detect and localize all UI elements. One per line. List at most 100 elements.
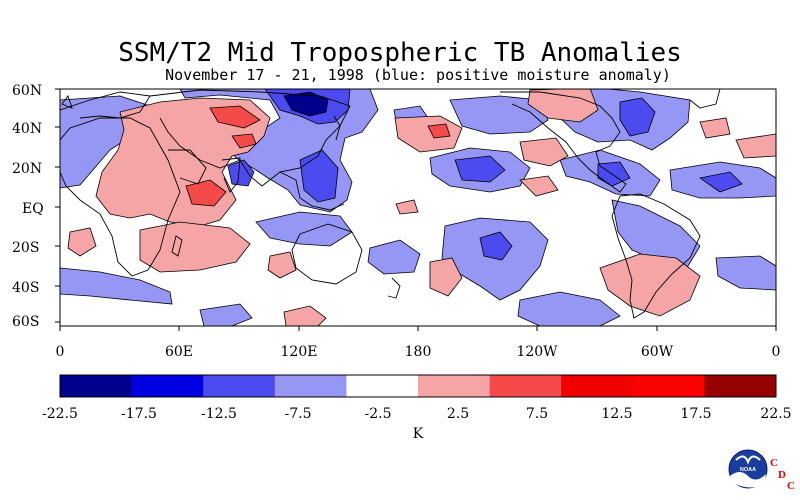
anomaly-fields: [60, 89, 776, 326]
colorbar-tick-label: -12.5: [201, 406, 237, 422]
coastline-southeast-asia: [279, 171, 345, 211]
dry-anomaly-east-africa: [139, 221, 251, 273]
moist-anomaly-indochina: [299, 149, 339, 203]
latitude-axis: [55, 88, 60, 323]
moist-anomaly-atlantic-core: [619, 97, 656, 137]
colorbar-tick-label: 2.5: [447, 406, 469, 422]
lat-label: 60S: [12, 314, 39, 330]
moist-anomaly-west-atlantic: [449, 95, 549, 135]
colorbar-swatch: [60, 375, 132, 397]
colorbar-swatch: [131, 375, 204, 397]
map-panel: 60N 40N 20N EQ 20S 40S 60S 0 60E 120E 18…: [12, 83, 780, 360]
dry-anomaly-us-west: [527, 89, 599, 123]
dry-anomaly-himalaya-core: [209, 105, 261, 129]
colorbar: -22.5 -17.5 -12.5 -7.5 -2.5 2.5 7.5 12.5…: [42, 374, 792, 442]
noaa-logo-wave: [730, 472, 766, 488]
dry-anomaly-south-pacific: [429, 257, 463, 297]
coastline-uk: [61, 95, 73, 109]
coastline-india: [221, 157, 241, 193]
lon-label: 0: [56, 344, 65, 360]
colorbar-swatch: [274, 375, 347, 397]
dry-anomaly-asia: [95, 97, 271, 227]
coastline-madagascar: [171, 235, 183, 257]
noaa-cdc-logo: NOAA C D C: [728, 449, 795, 492]
lat-label: 60N: [12, 83, 42, 99]
moist-anomaly-southern-ocean-west: [199, 303, 253, 326]
lon-label: 180: [405, 344, 432, 360]
coastline-arabia: [168, 149, 207, 185]
colorbar-swatches: [60, 375, 777, 397]
coastline-new-zealand: [387, 277, 401, 299]
colorbar-labels: -22.5 -17.5 -12.5 -7.5 -2.5 2.5 7.5 12.5…: [42, 406, 792, 442]
moist-anomaly-south-pacific-core: [479, 231, 513, 261]
moist-anomaly-bay-bengal: [227, 159, 255, 187]
cdc-letter-c1: C: [770, 457, 778, 469]
longitude-labels: 0 60E 120E 180 120W 60W 0: [56, 344, 781, 360]
dry-anomaly-atlantic-sw: [735, 133, 776, 159]
moist-anomaly-atlantic-core-2: [699, 171, 743, 193]
cdc-letter-d: D: [778, 469, 786, 481]
dry-anomaly-north-atlantic: [699, 117, 731, 139]
noaa-logo-gull: [735, 455, 761, 465]
dry-anomaly-us-south: [519, 137, 569, 167]
dry-anomaly-west-africa-s: [67, 227, 97, 257]
colorbar-unit-label: K: [413, 426, 424, 442]
moist-anomaly-southern-ocean: [517, 291, 621, 326]
colorbar-swatch: [346, 375, 419, 397]
colorbar-tick-label: 12.5: [601, 406, 632, 422]
coastline-japan: [333, 115, 341, 141]
colorbar-swatch: [561, 375, 634, 397]
moist-anomaly-south-atlantic: [715, 255, 776, 291]
dry-anomaly-indian-ocean: [267, 251, 297, 279]
cdc-letter-c2: C: [787, 480, 795, 492]
lat-label: 20N: [12, 161, 42, 177]
lon-label: 0: [772, 344, 781, 360]
coastline-australia: [291, 223, 363, 285]
colorbar-swatch: [704, 375, 777, 397]
coastlines: [60, 89, 721, 319]
noaa-logo-text: NOAA: [740, 467, 756, 473]
moist-anomaly-pacific-core: [454, 155, 506, 183]
lon-label: 120E: [281, 344, 318, 360]
latitude-labels: 60N 40N 20N EQ 20S 40S 60S: [12, 83, 44, 330]
lon-label: 120W: [516, 344, 558, 360]
lat-label: EQ: [22, 201, 44, 217]
colorbar-tick-label: -7.5: [285, 406, 312, 422]
map-subtitle: November 17 - 21, 1998 (blue: positive m…: [165, 66, 671, 84]
moist-anomaly-tasman: [367, 239, 421, 275]
dry-anomaly-south-america-s: [599, 253, 701, 317]
coastline-south-america: [611, 193, 701, 319]
moist-anomaly-south-america: [611, 199, 701, 267]
colorbar-swatch: [632, 375, 705, 397]
lat-label: 20S: [12, 240, 39, 256]
map-title: SSM/T2 Mid Tropospheric TB Anomalies: [118, 38, 682, 68]
dry-anomaly-east-pacific-s: [519, 175, 559, 197]
dry-anomaly-equatorial-pacific: [395, 199, 419, 215]
colorbar-tick-label: 22.5: [760, 406, 791, 422]
colorbar-tick-label: -2.5: [365, 406, 392, 422]
lon-label: 60E: [165, 344, 193, 360]
colorbar-tick-label: 17.5: [680, 406, 711, 422]
colorbar-tick-label: -17.5: [121, 406, 157, 422]
colorbar-swatch: [203, 375, 276, 397]
dry-anomaly-pacific-north-core: [427, 123, 451, 139]
moist-anomaly-south-indian: [60, 267, 173, 305]
coastline-europe: [60, 91, 151, 119]
dry-anomaly-arabian-core: [185, 179, 227, 207]
colorbar-swatch: [418, 375, 490, 397]
colorbar-frame: [59, 374, 777, 398]
colorbar-swatch: [489, 375, 562, 397]
moist-anomaly-peak-japan: [283, 91, 329, 117]
coastline-north-america: [500, 91, 627, 193]
lat-label: 40S: [12, 280, 39, 296]
colorbar-tick-label: 7.5: [526, 406, 548, 422]
dry-anomaly-india-core: [231, 133, 257, 149]
moist-anomaly-australia-north: [255, 211, 353, 247]
lat-label: 40N: [12, 121, 42, 137]
lon-label: 60W: [641, 344, 674, 360]
coastline-greenland: [680, 89, 721, 109]
longitude-axis: [59, 326, 777, 331]
colorbar-tick-label: -22.5: [42, 406, 78, 422]
dry-anomaly-southern-ocean-1: [283, 305, 327, 326]
